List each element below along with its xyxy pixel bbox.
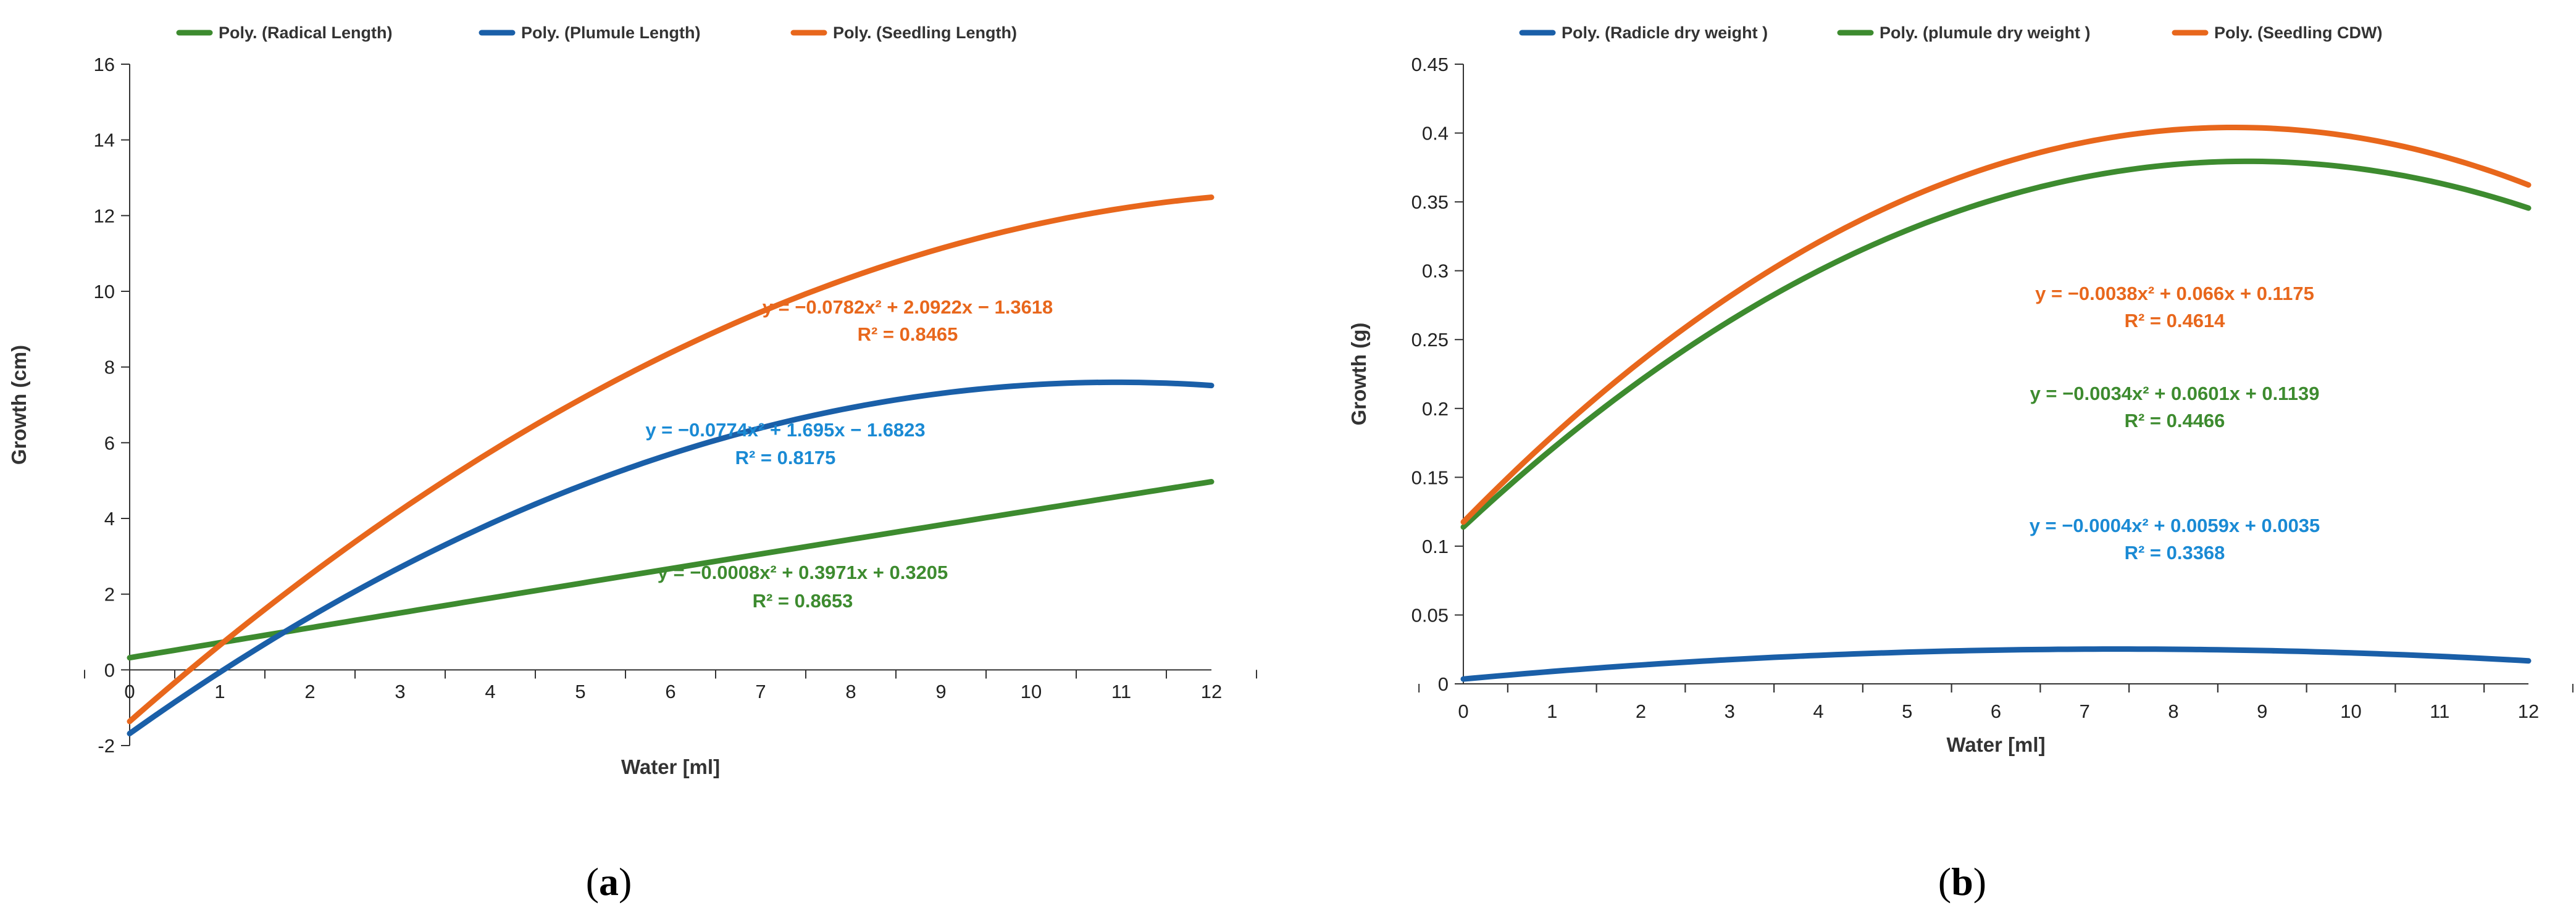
x-tick-label: 3 bbox=[1725, 701, 1735, 722]
x-tick-label: 5 bbox=[1902, 701, 1912, 722]
legend-label: Poly. (Radical Length) bbox=[219, 23, 393, 42]
series-line-1 bbox=[1460, 646, 2532, 682]
panel-label: (a) bbox=[586, 860, 632, 904]
x-tick-label: 8 bbox=[2168, 701, 2178, 722]
series-line-1 bbox=[127, 478, 1215, 661]
trendline-equation: y = −0.0008x² + 0.3971x + 0.3205 bbox=[658, 562, 948, 583]
y-tick-label: 12 bbox=[94, 205, 115, 227]
series-line-2 bbox=[1460, 158, 2532, 530]
series-line-3 bbox=[1460, 124, 2532, 525]
x-tick-label: 10 bbox=[1021, 681, 1042, 702]
x-tick-label: 2 bbox=[1636, 701, 1646, 722]
trendline-equation: y = −0.0004x² + 0.0059x + 0.0035 bbox=[2030, 515, 2320, 536]
x-tick-label: 5 bbox=[575, 681, 585, 702]
x-tick-label: 8 bbox=[845, 681, 856, 702]
x-axis-title: Water [ml] bbox=[1946, 733, 2045, 756]
legend-label: Poly. (Seedling CDW) bbox=[2214, 23, 2383, 42]
x-tick-label: 7 bbox=[2080, 701, 2090, 722]
x-tick-label: 3 bbox=[395, 681, 405, 702]
y-axis-title: Growth (g) bbox=[1347, 323, 1370, 426]
y-tick-label: 0.1 bbox=[1422, 536, 1449, 557]
y-tick-label: 0.3 bbox=[1422, 260, 1449, 282]
y-axis-title: Growth (cm) bbox=[7, 345, 30, 465]
y-tick-label: 0.15 bbox=[1411, 467, 1449, 488]
x-tick-label: 6 bbox=[665, 681, 675, 702]
x-tick-label: 12 bbox=[2518, 701, 2539, 722]
r-squared-label: R² = 0.4466 bbox=[2125, 410, 2225, 431]
x-tick-label: 4 bbox=[1813, 701, 1823, 722]
x-tick-label: 2 bbox=[304, 681, 315, 702]
x-tick-label: 7 bbox=[755, 681, 766, 702]
x-tick-label: 0 bbox=[124, 681, 135, 702]
x-tick-label: 11 bbox=[1111, 681, 1131, 702]
trendline-equation: y = −0.0774x² + 1.695x − 1.6823 bbox=[645, 419, 925, 441]
r-squared-label: R² = 0.8653 bbox=[753, 590, 853, 612]
legend-label: Poly. (plumule dry weight ) bbox=[1880, 23, 2091, 42]
x-tick-label: 1 bbox=[1547, 701, 1557, 722]
x-tick-label: 1 bbox=[214, 681, 225, 702]
series-line-2 bbox=[127, 379, 1215, 737]
y-tick-label: -2 bbox=[98, 735, 115, 757]
y-tick-label: 8 bbox=[104, 357, 115, 378]
r-squared-label: R² = 0.8175 bbox=[735, 447, 836, 468]
x-tick-label: 6 bbox=[1991, 701, 2001, 722]
x-tick-label: 9 bbox=[2257, 701, 2267, 722]
y-tick-label: 4 bbox=[104, 508, 115, 530]
y-tick-label: 0.35 bbox=[1411, 191, 1449, 213]
trendline-equation: y = −0.0782x² + 2.0922x − 1.3618 bbox=[763, 296, 1053, 318]
y-tick-label: 10 bbox=[94, 281, 115, 302]
series-line-3 bbox=[127, 194, 1215, 725]
chart-a: Poly. (Radical Length) Poly. (Plumule Len… bbox=[7, 23, 1257, 904]
y-tick-label: 0.05 bbox=[1411, 604, 1449, 626]
y-tick-label: 0.2 bbox=[1422, 398, 1449, 420]
x-tick-label: 4 bbox=[485, 681, 495, 702]
r-squared-label: R² = 0.8465 bbox=[858, 323, 958, 345]
x-tick-label: 11 bbox=[2430, 701, 2449, 722]
legend-label: Poly. (Seedling Length) bbox=[833, 23, 1017, 42]
chart-b: Poly. (Radicle dry weight ) Poly. (plumul… bbox=[1347, 23, 2574, 904]
x-tick-label: 12 bbox=[1201, 681, 1222, 702]
legend-label: Poly. (Plumule Length) bbox=[521, 23, 701, 42]
axes: 00.050.10.150.20.250.30.350.40.450 1 2 3 4 5 6… bbox=[1411, 54, 2574, 722]
x-tick-label: 10 bbox=[2340, 701, 2361, 722]
y-tick-label: 0.25 bbox=[1411, 329, 1449, 351]
y-tick-label: 0 bbox=[104, 659, 115, 681]
legend-label: Poly. (Radicle dry weight ) bbox=[1562, 23, 1768, 42]
y-tick-label: 2 bbox=[104, 584, 115, 605]
x-tick-label: 9 bbox=[935, 681, 946, 702]
y-tick-label: 16 bbox=[94, 54, 115, 75]
y-tick-label: 0 bbox=[1438, 673, 1449, 695]
r-squared-label: R² = 0.3368 bbox=[2125, 542, 2225, 563]
r-squared-label: R² = 0.4614 bbox=[2125, 310, 2226, 331]
trendline-equation: y = −0.0034x² + 0.0601x + 0.1139 bbox=[2030, 383, 2320, 404]
y-tick-label: 14 bbox=[94, 130, 115, 151]
y-tick-label: 0.4 bbox=[1422, 123, 1449, 144]
trendline-equation: y = −0.0038x² + 0.066x + 0.1175 bbox=[2035, 283, 2314, 304]
x-axis-title: Water [ml] bbox=[621, 755, 720, 778]
y-tick-label: 6 bbox=[104, 432, 115, 454]
y-tick-label: 0.45 bbox=[1411, 54, 1449, 75]
legend: Poly. (Radical Length) Poly. (Plumule Len… bbox=[176, 23, 1017, 42]
legend: Poly. (Radicle dry weight ) Poly. (plumul… bbox=[1519, 23, 2383, 42]
panel-label: (b) bbox=[1938, 860, 1986, 904]
x-tick-label: 0 bbox=[1458, 701, 1468, 722]
